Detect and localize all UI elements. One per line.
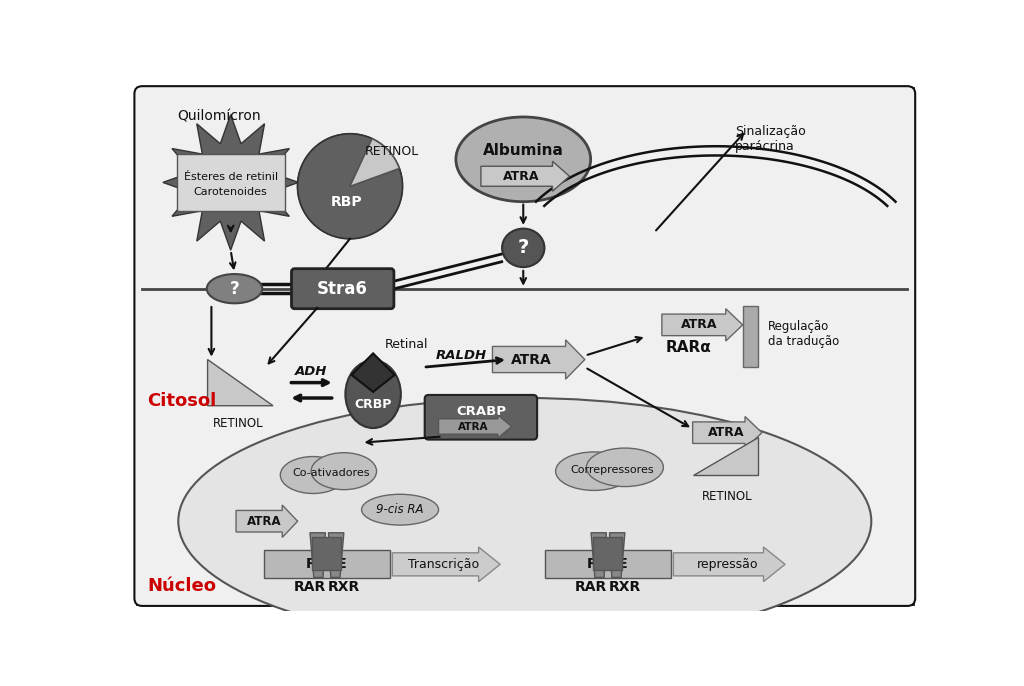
Ellipse shape [502, 228, 545, 267]
Text: RXR: RXR [328, 580, 360, 593]
FancyBboxPatch shape [264, 550, 390, 578]
Polygon shape [674, 547, 785, 582]
Text: Citosol: Citosol [147, 392, 217, 410]
Text: Stra6: Stra6 [316, 280, 368, 298]
Text: RBP: RBP [331, 195, 361, 209]
Text: RARα: RARα [666, 340, 712, 355]
Polygon shape [392, 547, 500, 582]
Text: RETINOL: RETINOL [702, 490, 753, 504]
Text: ADH: ADH [295, 364, 328, 377]
Polygon shape [237, 505, 298, 537]
Bar [593, 536, 622, 570]
FancyBboxPatch shape [292, 269, 394, 309]
Text: 9-cis RA: 9-cis RA [376, 503, 424, 516]
Text: RAR: RAR [574, 580, 607, 593]
Text: CRBP: CRBP [354, 398, 392, 411]
Polygon shape [438, 415, 512, 438]
Polygon shape [692, 416, 762, 449]
Wedge shape [350, 139, 399, 187]
Ellipse shape [207, 274, 262, 303]
Text: RARE: RARE [587, 557, 629, 571]
Polygon shape [493, 340, 585, 379]
Text: ?: ? [517, 238, 529, 257]
Ellipse shape [345, 360, 400, 428]
Text: RETINOL: RETINOL [213, 417, 263, 430]
Polygon shape [481, 161, 569, 191]
Ellipse shape [361, 495, 438, 525]
Text: Núcleo: Núcleo [147, 576, 216, 595]
Polygon shape [692, 436, 758, 475]
Text: Correpressores: Correpressores [570, 464, 653, 475]
Text: Ésteres de retinil: Ésteres de retinil [183, 172, 278, 182]
Text: Co-ativadores: Co-ativadores [292, 469, 370, 478]
Text: ATRA: ATRA [681, 318, 717, 331]
Ellipse shape [311, 453, 377, 490]
Text: RAR: RAR [294, 580, 326, 593]
FancyBboxPatch shape [425, 395, 538, 440]
Text: repressão: repressão [696, 558, 758, 571]
Ellipse shape [456, 117, 591, 202]
Ellipse shape [178, 398, 871, 644]
Polygon shape [662, 309, 742, 341]
Ellipse shape [281, 457, 346, 493]
Polygon shape [310, 533, 326, 578]
Text: RXR: RXR [609, 580, 641, 593]
Polygon shape [163, 115, 298, 250]
Bar [742, 306, 758, 367]
Wedge shape [298, 134, 402, 239]
Text: CRABP: CRABP [456, 405, 506, 418]
Wedge shape [298, 134, 402, 239]
Text: ATRA: ATRA [503, 169, 540, 182]
Polygon shape [208, 359, 273, 405]
FancyBboxPatch shape [177, 154, 286, 211]
Text: Retinal: Retinal [385, 338, 428, 351]
Text: ATRA: ATRA [247, 514, 281, 528]
Ellipse shape [556, 452, 633, 490]
Bar [311, 536, 341, 570]
Text: Sinalização
parácrina: Sinalização parácrina [735, 125, 806, 153]
Text: ATRA: ATRA [458, 421, 488, 431]
Polygon shape [609, 533, 625, 578]
Polygon shape [329, 533, 344, 578]
Text: ATRA: ATRA [708, 426, 744, 439]
Text: RETINOL: RETINOL [366, 145, 420, 158]
Text: Carotenoides: Carotenoides [194, 187, 267, 198]
Text: Transcrição: Transcrição [409, 558, 479, 571]
Polygon shape [351, 353, 394, 392]
Text: Quilomícron: Quilomícron [177, 110, 261, 124]
Text: Regulação
da tradução: Regulação da tradução [768, 320, 840, 348]
Text: ATRA: ATRA [511, 353, 551, 366]
Text: Albumina: Albumina [483, 143, 563, 158]
Text: RALDH: RALDH [436, 349, 487, 362]
Text: ?: ? [229, 280, 240, 298]
FancyBboxPatch shape [134, 86, 915, 606]
Ellipse shape [587, 448, 664, 486]
FancyBboxPatch shape [545, 550, 671, 578]
Text: RARE: RARE [306, 557, 348, 571]
Polygon shape [591, 533, 606, 578]
